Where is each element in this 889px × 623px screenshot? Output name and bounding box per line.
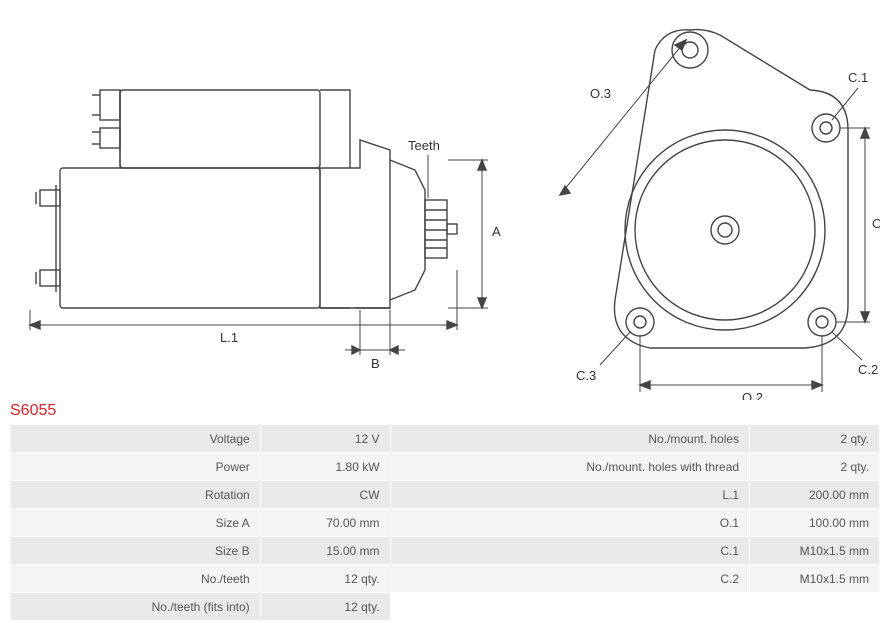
spec-value: 200.00 mm [750,481,880,509]
spec-label: No./teeth (fits into) [11,593,261,621]
spec-table-body: Voltage12 VNo./mount. holes2 qty.Power1.… [11,425,880,621]
label-C1: C.1 [848,70,868,85]
spec-label: Voltage [11,425,261,453]
spec-value: 12 qty. [260,593,390,621]
spec-table: Voltage12 VNo./mount. holes2 qty.Power1.… [10,424,880,621]
side-view [36,90,457,308]
spec-label: No./mount. holes [390,425,750,453]
table-row: Power1.80 kWNo./mount. holes with thread… [11,453,880,481]
spec-value: 12 qty. [260,565,390,593]
spec-value: M10x1.5 mm [750,537,880,565]
spec-value: M10x1.5 mm [750,565,880,593]
spec-label: O.1 [390,509,750,537]
table-row: Size B15.00 mmC.1M10x1.5 mm [11,537,880,565]
label-O3: O.3 [590,86,611,101]
spec-value: 70.00 mm [260,509,390,537]
spec-label: Rotation [11,481,261,509]
spec-label: Power [11,453,261,481]
spec-label: No./teeth [11,565,261,593]
drawing-svg: L.1 B A [10,10,880,400]
label-C3: C.3 [576,368,596,383]
label-C2: C.2 [858,362,878,377]
label-B: B [371,356,380,371]
part-number: S6055 [10,402,56,420]
spec-label [390,593,750,621]
table-row: Voltage12 VNo./mount. holes2 qty. [11,425,880,453]
front-view: O.3 O.1 [560,30,880,400]
spec-label: Size B [11,537,261,565]
spec-label: Size A [11,509,261,537]
page-root: L.1 B A [0,0,889,623]
spec-value: CW [260,481,390,509]
table-row: Size A70.00 mmO.1100.00 mm [11,509,880,537]
spec-value: 100.00 mm [750,509,880,537]
label-O2: O.2 [742,390,763,400]
spec-value: 12 V [260,425,390,453]
spec-label: L.1 [390,481,750,509]
spec-value: 2 qty. [750,425,880,453]
spec-value: 2 qty. [750,453,880,481]
spec-value [750,593,880,621]
label-L1: L.1 [220,330,238,345]
table-row: No./teeth (fits into)12 qty. [11,593,880,621]
technical-drawings: L.1 B A [10,10,880,400]
spec-value: 15.00 mm [260,537,390,565]
spec-label: C.1 [390,537,750,565]
spec-label: C.2 [390,565,750,593]
dim-B: B [345,310,405,371]
table-row: RotationCWL.1200.00 mm [11,481,880,509]
spec-value: 1.80 kW [260,453,390,481]
label-O1: O.1 [872,216,880,231]
table-row: No./teeth12 qty.C.2M10x1.5 mm [11,565,880,593]
spec-label: No./mount. holes with thread [390,453,750,481]
label-teeth: Teeth [408,138,440,153]
label-A: A [492,224,501,239]
